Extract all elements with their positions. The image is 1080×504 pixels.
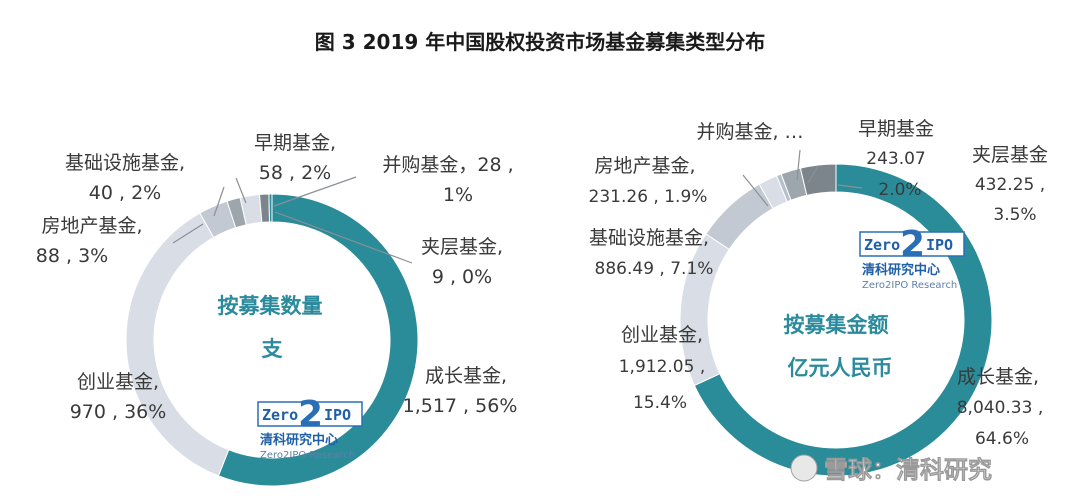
slice-成长基金 (693, 163, 993, 477)
logo-right-two-icon: 2 (900, 224, 925, 265)
leader-line-infra (213, 186, 225, 217)
logo-left-two-icon: 2 (298, 394, 323, 435)
label-r-mezz-value: 432.25 , (975, 175, 1045, 195)
leader-lines-left (172, 176, 413, 264)
logo-left-brand: Zero (262, 406, 298, 424)
center-label-left-1: 按募集数量 (218, 294, 323, 318)
label-r-mezz-pct: 3.5% (993, 205, 1036, 225)
label-r-venture-value: 1,912.05 , (619, 357, 706, 377)
label-ma-line2: 1% (443, 184, 473, 206)
leader-line-realestate (172, 223, 204, 244)
logo-left-box (257, 401, 363, 427)
label-growth-value: 1,517 , 56% (403, 395, 518, 417)
label-mezz-value: 9 , 0% (432, 266, 492, 288)
chart-title: 图 3 2019 年中国股权投资市场基金募集类型分布 (314, 30, 766, 54)
leader-line-early (235, 177, 247, 204)
label-r-infra-value: 886.49 , 7.1% (595, 259, 714, 279)
logo-left-name-en: Zero2IPO Research (260, 450, 355, 461)
donut-count (125, 193, 419, 487)
label-mezz-name: 夹层基金, (421, 236, 503, 258)
label-r-early-pct: 2.0% (878, 180, 921, 200)
zero2ipo-logo-right: Zero 2 IPO 清科研究中心 Zero2IPO Research (859, 224, 965, 291)
logo-left-name-cn: 清科研究中心 (260, 432, 338, 448)
logo-right-brand: Zero (864, 236, 900, 254)
leader-line-r-ma (796, 149, 801, 181)
label-r-growth-value: 8,040.33 , (957, 398, 1044, 418)
label-ma-line1: 并购基金，28 , (382, 154, 513, 176)
center-label-right-1: 按募集金额 (784, 313, 889, 337)
logo-right-brand-right: IPO (926, 236, 953, 254)
label-r-growth-pct: 64.6% (975, 429, 1029, 449)
label-r-venture-name: 创业基金, (621, 324, 703, 346)
label-r-venture-pct: 15.4% (633, 393, 687, 413)
zero2ipo-logo-left: Zero 2 IPO 清科研究中心 Zero2IPO Research (257, 394, 363, 461)
leader-lines-right (742, 149, 863, 207)
center-label-right-2: 亿元人民币 (788, 356, 893, 380)
logo-right-name-cn: 清科研究中心 (862, 262, 940, 278)
label-infra-value: 40 , 2% (89, 182, 161, 204)
labels-left: 早期基金, 58 , 2% 基础设施基金, 40 , 2% 并购基金，28 , … (36, 132, 518, 423)
label-realestate-value: 88 , 3% (36, 245, 108, 267)
slice-成长基金 (217, 193, 419, 487)
label-venture-value: 970 , 36% (70, 401, 167, 423)
label-r-ma: 并购基金, … (696, 121, 803, 143)
leader-line-r-realestate (742, 174, 769, 207)
label-r-early-name: 早期基金 (858, 118, 934, 140)
center-label-left-2: 支 (262, 337, 284, 361)
label-growth-name: 成长基金, (425, 365, 507, 387)
leader-line-mezz (274, 211, 413, 264)
slice-夹层基金 (268, 193, 273, 223)
leader-line-r-mezz (837, 184, 863, 189)
label-r-early-value: 243.07 (866, 149, 925, 169)
label-r-realestate-name: 房地产基金, (594, 155, 695, 177)
watermark: 雪球：清科研究 (790, 454, 992, 484)
label-r-infra-name: 基础设施基金, (589, 227, 709, 249)
slice-基础设施基金 (705, 183, 774, 251)
leader-line-r-early (807, 165, 819, 184)
labels-right: 并购基金, … 早期基金 243.07 2.0% 夹层基金 432.25 , 3… (589, 118, 1048, 449)
watermark-text: 雪球：清科研究 (824, 456, 992, 484)
logo-right-box (859, 231, 965, 257)
label-r-growth-name: 成长基金, (957, 366, 1039, 388)
label-r-mezz-name: 夹层基金 (972, 144, 1048, 166)
label-early-name: 早期基金, (254, 132, 336, 154)
slice-夹层基金 (799, 163, 837, 196)
logo-left-brand-right: IPO (324, 406, 351, 424)
snowball-icon (790, 454, 818, 482)
slice-创业基金 (125, 212, 230, 477)
leader-line-ma (273, 176, 357, 207)
label-venture-name: 创业基金, (77, 371, 159, 393)
label-infra-name: 基础设施基金, (65, 152, 185, 174)
logo-right-name-en: Zero2IPO Research (862, 280, 957, 291)
label-early-value: 58 , 2% (259, 162, 331, 184)
label-r-realestate-value: 231.26 , 1.9% (589, 187, 708, 207)
label-realestate-name: 房地产基金, (41, 215, 142, 237)
donut-amount (679, 163, 993, 477)
